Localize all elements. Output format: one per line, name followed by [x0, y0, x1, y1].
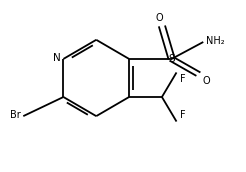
Text: N: N: [53, 53, 61, 63]
Text: F: F: [180, 74, 186, 84]
Text: NH₂: NH₂: [206, 36, 224, 46]
Text: F: F: [180, 110, 186, 120]
Text: O: O: [202, 76, 210, 86]
Text: O: O: [156, 13, 163, 23]
Text: S: S: [168, 54, 175, 64]
Text: Br: Br: [10, 110, 21, 120]
